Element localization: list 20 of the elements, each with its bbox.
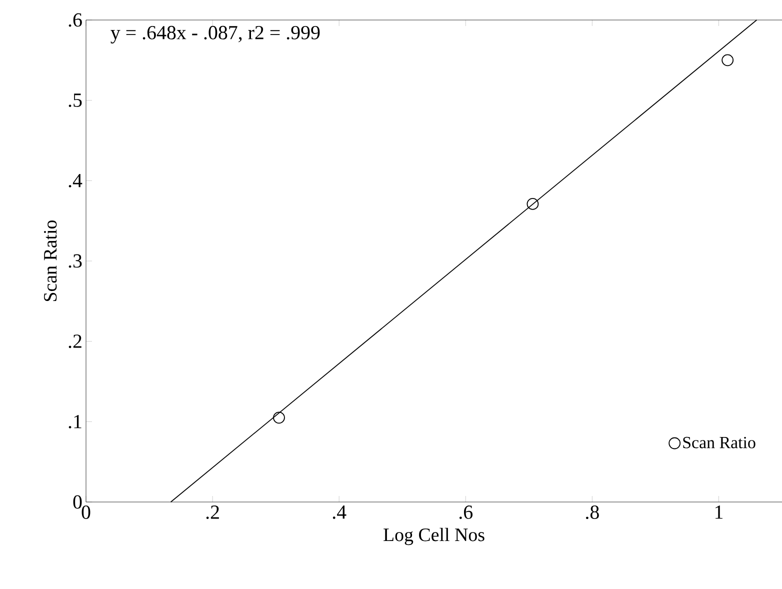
x-tick-label: .6 [459, 506, 473, 519]
y-tick-label: .5 [68, 94, 82, 107]
point [273, 412, 285, 424]
x-tick-label: .4 [332, 506, 346, 519]
x-tick-label: .8 [586, 506, 599, 520]
x-tick-label: 0 [82, 506, 90, 519]
y-axis-title: Scan Ratio [44, 220, 57, 302]
annotation: y = .648x - .087, r2 = .999 [110, 26, 320, 44]
x-axis-title: Log Cell Nos [384, 528, 484, 546]
x-tick-label: 1 [716, 506, 723, 519]
y-tick-label: .3 [68, 254, 82, 268]
x-tick-label: .2 [206, 506, 219, 519]
point [526, 198, 539, 210]
legend-label: Scan Ratio [683, 436, 756, 448]
y-tick-label: .2 [68, 334, 82, 348]
point [722, 54, 734, 66]
y-tick-label: .4 [68, 174, 82, 188]
y-tick-label: .6 [68, 13, 82, 27]
y-tick-label: .1 [68, 414, 82, 428]
y-tick-label: 0 [73, 495, 82, 509]
